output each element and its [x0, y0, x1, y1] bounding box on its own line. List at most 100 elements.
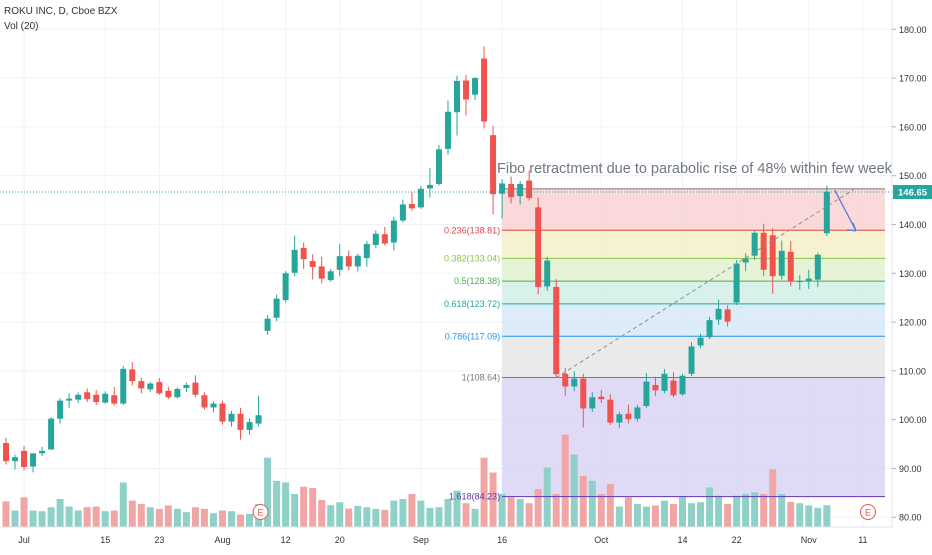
- candle: [544, 256, 551, 291]
- candle: [246, 418, 253, 435]
- candle: [697, 333, 704, 349]
- volume-bar: [11, 510, 19, 527]
- earnings-marker-circle: [860, 504, 876, 520]
- drawing-layer: Fibo retractment due to parabolic rise o…: [0, 161, 899, 520]
- candle: [435, 144, 442, 186]
- fib-level-label: 1.618(84.23): [449, 492, 500, 502]
- candle: [129, 362, 136, 386]
- candle: [679, 373, 686, 396]
- fib-zone: [502, 258, 885, 282]
- fib-zone: [502, 303, 885, 337]
- volume-bar: [760, 494, 768, 527]
- candle: [814, 252, 821, 287]
- candle-body: [580, 378, 587, 409]
- candle: [12, 454, 19, 470]
- candle-body: [336, 256, 343, 270]
- price-axis-label: 140.00: [899, 220, 927, 230]
- volume-bar: [733, 495, 741, 527]
- volume-bar: [237, 514, 245, 527]
- candle-body: [787, 251, 794, 282]
- candle: [760, 223, 767, 277]
- candle-body: [778, 250, 785, 276]
- volume-bar: [615, 506, 623, 527]
- volume-bar: [29, 510, 37, 527]
- volume-bar: [318, 499, 326, 527]
- volume-bar: [119, 482, 127, 527]
- candle-body: [517, 183, 524, 197]
- candle-body: [156, 382, 163, 394]
- volume-bar: [191, 507, 199, 527]
- candle-body: [814, 254, 821, 280]
- fib-zone: [502, 377, 885, 497]
- candle: [508, 176, 515, 204]
- candle: [625, 404, 632, 424]
- volume-bar: [282, 482, 290, 527]
- volume-bar: [110, 510, 118, 527]
- candle: [463, 75, 470, 116]
- volume-bar: [651, 505, 659, 527]
- volume-bar: [273, 480, 281, 527]
- candle: [66, 393, 73, 408]
- candle: [796, 275, 803, 290]
- candle-body: [499, 183, 506, 194]
- volume-bar: [137, 503, 145, 527]
- price-axis-label: 170.00: [899, 74, 927, 84]
- candle: [643, 373, 650, 408]
- volume-bar: [724, 503, 732, 527]
- candle-body: [75, 394, 82, 400]
- candle-body: [372, 233, 379, 245]
- candle-body: [408, 203, 415, 209]
- candle: [426, 167, 433, 198]
- candle: [616, 411, 623, 428]
- time-axis-label: 11: [858, 535, 867, 545]
- candle-body: [526, 180, 533, 199]
- candle-body: [634, 407, 641, 419]
- candle-body: [508, 183, 515, 198]
- candle: [724, 305, 731, 327]
- candle: [210, 401, 217, 413]
- volume-bar: [2, 501, 10, 527]
- candle-body: [237, 413, 244, 430]
- fib-zone: [502, 188, 885, 231]
- earnings-marker-circle: [252, 504, 269, 520]
- candle: [75, 392, 82, 404]
- time-axis-label: 23: [154, 535, 164, 545]
- volume-bar: [498, 494, 506, 527]
- volume-bar: [83, 507, 91, 527]
- candle-body: [399, 204, 406, 221]
- candle: [264, 315, 271, 335]
- volume-bar: [796, 503, 804, 527]
- volume-bar: [525, 503, 533, 527]
- volume-bar: [624, 497, 632, 527]
- candle: [156, 378, 163, 395]
- volume-bar: [246, 513, 254, 527]
- candle: [481, 46, 488, 129]
- candle-body: [715, 308, 722, 320]
- candle-body: [769, 235, 776, 277]
- volume-bar: [38, 511, 46, 527]
- time-axis-label: 16: [497, 535, 507, 545]
- candle: [751, 230, 758, 261]
- candle-body: [823, 191, 830, 234]
- price-axis-label: 150.00: [899, 171, 927, 181]
- volume-bar: [218, 510, 226, 527]
- candle-body: [454, 81, 460, 113]
- candle: [661, 368, 668, 394]
- candle: [381, 226, 388, 246]
- projection-arrowhead: [846, 222, 857, 232]
- time-axis-label: 15: [100, 535, 110, 545]
- volume-bar: [101, 511, 109, 527]
- volume-bar: [471, 508, 479, 527]
- candle-body: [66, 398, 73, 401]
- volume-bar: [480, 457, 488, 527]
- candle-body: [562, 373, 569, 387]
- candle: [147, 382, 154, 392]
- candle: [652, 376, 659, 396]
- current-price-tag: [893, 185, 932, 200]
- candle: [553, 279, 560, 378]
- candle-body: [444, 111, 451, 149]
- current-price-label: 146.65: [898, 188, 928, 199]
- volume-bar: [363, 507, 371, 527]
- fib-fill-layer: [502, 188, 885, 497]
